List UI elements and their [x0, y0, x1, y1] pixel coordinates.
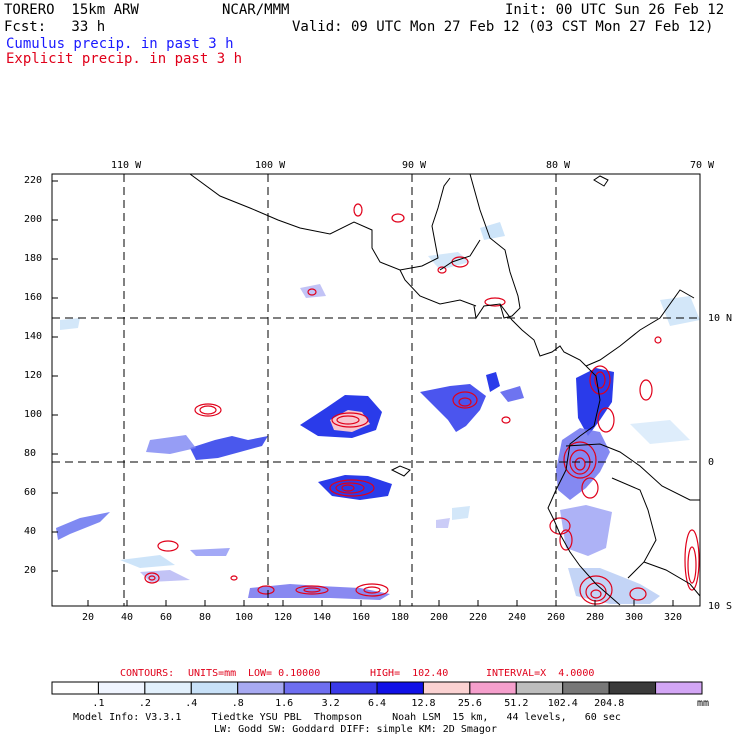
contours-low: LOW= 0.10000: [248, 668, 321, 679]
colorbar-swatch: [330, 681, 378, 695]
x-tick-label: 180: [391, 612, 410, 623]
colorbar-swatch: [608, 681, 657, 695]
model-info-line2: LW: Godd SW: Goddard DIFF: simple KM: 2D…: [214, 724, 497, 735]
colorbar-label: 102.4: [547, 698, 578, 709]
x-tick-label: 220: [469, 612, 488, 623]
x-tick-label: 240: [508, 612, 527, 623]
y-tick-label: 80: [24, 448, 37, 459]
colorbar-label: 51.2: [504, 698, 529, 709]
x-tick-label: 40: [121, 612, 134, 623]
y-tick-label: 40: [24, 526, 37, 537]
latlon-grid: [52, 174, 700, 606]
colorbar-swatch: [97, 681, 146, 695]
colorbar-label: .1: [92, 698, 105, 709]
lon-label-100w: 100 W: [255, 160, 286, 171]
valid-time: Valid: 09 UTC Mon 27 Feb 12 (03 CST Mon …: [292, 19, 714, 35]
map-frame: [51, 173, 701, 607]
field-cumulus-label: Cumulus precip. in past 3 h: [6, 36, 234, 52]
colorbar-label: .4: [185, 698, 198, 709]
y-tick-label: 220: [24, 175, 43, 186]
x-tick-label: 300: [625, 612, 644, 623]
lat-label-0: 0: [708, 457, 715, 468]
colorbar-swatch: [515, 681, 564, 695]
colorbar-swatch: [51, 681, 99, 695]
y-tick-label: 140: [24, 331, 43, 342]
contours-high: HIGH= 102.40: [370, 668, 449, 679]
colorbar-swatch: [422, 681, 471, 695]
x-tick-label: 200: [430, 612, 449, 623]
y-tick-label: 160: [24, 292, 43, 303]
contours-label: CONTOURS:: [120, 668, 175, 679]
lon-label-70w: 70 W: [690, 160, 715, 171]
x-tick-label: 20: [82, 612, 95, 623]
y-tick-label: 60: [24, 487, 37, 498]
x-tick-label: 80: [199, 612, 212, 623]
y-tick-label: 180: [24, 253, 43, 264]
colorbar-label: 1.6: [275, 698, 294, 709]
lon-label-90w: 90 W: [402, 160, 427, 171]
colorbar-unit: mm: [697, 698, 710, 709]
colorbar: [51, 681, 703, 695]
x-tick-label: 280: [586, 612, 605, 623]
x-tick-label: 160: [352, 612, 371, 623]
explicit-precip-contours: [144, 203, 700, 605]
colorbar-swatch: [469, 681, 517, 695]
lon-label-110w: 110 W: [111, 160, 142, 171]
lat-label-10s: 10 S: [708, 601, 733, 612]
colorbar-swatch: [562, 681, 610, 695]
colorbar-label: 6.4: [368, 698, 387, 709]
colorbar-swatch: [237, 681, 285, 695]
init-time: Init: 00 UTC Sun 26 Feb 12: [505, 2, 725, 18]
model-title: TORERO 15km ARW: [4, 2, 139, 18]
x-tick-label: 60: [160, 612, 173, 623]
contours-interval: INTERVAL=X 4.0000: [486, 668, 595, 679]
organization-label: NCAR/MMM: [222, 2, 290, 18]
contours-units: UNITS=mm: [188, 668, 237, 679]
x-tick-label: 320: [664, 612, 683, 623]
x-tick-label: 100: [235, 612, 254, 623]
y-tick-label: 120: [24, 370, 43, 381]
colorbar-swatch: [376, 681, 424, 695]
colorbar-swatch: [655, 681, 703, 695]
axis-ticks: [52, 180, 674, 606]
colorbar-swatch: [144, 681, 192, 695]
forecast-hour: Fcst: 33 h: [4, 19, 106, 35]
y-tick-label: 100: [24, 409, 43, 420]
lon-label-80w: 80 W: [546, 160, 571, 171]
colorbar-swatch: [190, 681, 239, 695]
x-tick-label: 140: [313, 612, 332, 623]
cumulus-precip-shading: [56, 222, 700, 604]
y-tick-label: 20: [24, 565, 37, 576]
y-tick-label: 200: [24, 214, 43, 225]
coastlines: [189, 173, 701, 606]
model-info-line1: Model Info: V3.3.1 Tiedtke YSU PBL Thomp…: [73, 712, 621, 723]
colorbar-swatch: [283, 681, 332, 695]
field-explicit-label: Explicit precip. in past 3 h: [6, 51, 243, 67]
colorbar-label: .2: [138, 698, 151, 709]
colorbar-label: 204.8: [594, 698, 625, 709]
x-tick-label: 260: [547, 612, 566, 623]
colorbar-label: 25.6: [457, 698, 482, 709]
colorbar-label: .8: [231, 698, 244, 709]
colorbar-label: 12.8: [411, 698, 436, 709]
lat-label-10n: 10 N: [708, 313, 733, 324]
colorbar-label: 3.2: [321, 698, 340, 709]
x-tick-label: 120: [274, 612, 293, 623]
